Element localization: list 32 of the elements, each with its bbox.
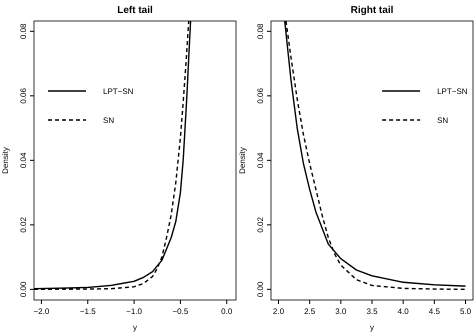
x-axis-title: y	[133, 323, 137, 332]
x-tick-label: 5.0	[460, 307, 472, 316]
y-axis-title: Density	[238, 147, 247, 174]
y-tick-label: 0.00	[256, 281, 265, 298]
y-tick-label: 0.06	[19, 88, 28, 104]
x-tick-label: 2.0	[272, 307, 285, 316]
x-tick-label: 4.0	[398, 307, 410, 316]
legend-label: SN	[437, 116, 448, 125]
y-tick-label: 0.02	[256, 216, 265, 233]
x-tick-label: −1.0	[126, 307, 143, 316]
x-tick-label: 4.5	[428, 307, 440, 316]
x-tick-label: 3.5	[366, 307, 378, 316]
y-tick-label: 0.08	[19, 22, 28, 40]
y-tick-label: 0.00	[19, 281, 28, 298]
legend-label: SN	[103, 116, 114, 125]
x-tick-label: −0.5	[172, 307, 189, 316]
x-axis-title: y	[370, 323, 374, 332]
chart-title: Left tail	[117, 5, 153, 16]
y-tick-label: 0.04	[19, 152, 28, 168]
y-tick-label: 0.06	[256, 88, 265, 104]
chart-title: Right tail	[350, 5, 394, 16]
x-tick-label: 3.0	[335, 307, 347, 316]
x-tick-label: −1.5	[80, 307, 96, 316]
y-tick-label: 0.02	[19, 216, 28, 233]
legend-label: LPT−SN	[437, 87, 468, 96]
y-tick-label: 0.08	[256, 22, 265, 40]
legend-label: LPT−SN	[103, 87, 134, 96]
x-tick-label: 2.5	[304, 307, 316, 316]
x-tick-label: −2.0	[34, 307, 50, 316]
y-tick-label: 0.04	[256, 152, 265, 168]
y-axis-title: Density	[1, 147, 10, 174]
x-tick-label: 0.0	[221, 307, 233, 316]
